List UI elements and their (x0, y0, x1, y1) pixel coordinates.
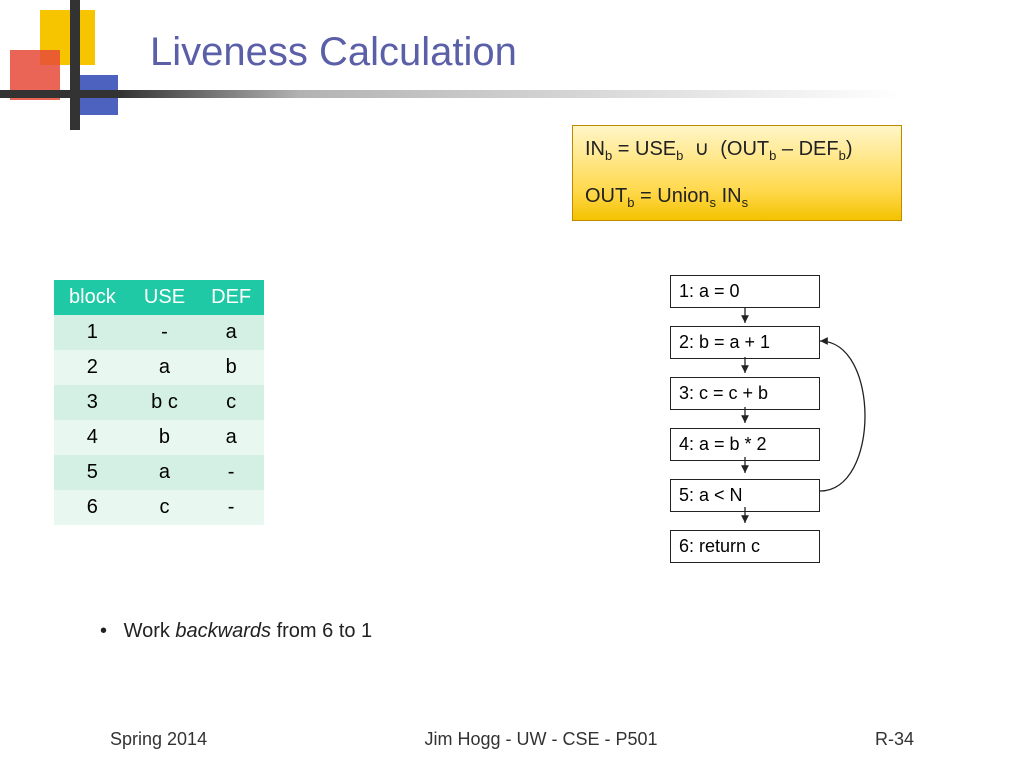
footer-left: Spring 2014 (110, 729, 207, 750)
logo-bar-horizontal (0, 90, 1024, 98)
col-def: DEF (198, 280, 264, 315)
table-row: 1-a (54, 315, 264, 350)
table-cell: b (131, 420, 199, 455)
flow-node: 1: a = 0 (670, 275, 820, 308)
table-cell: 1 (54, 315, 131, 350)
flow-node: 6: return c (670, 530, 820, 563)
formula-line-1: INb = USEb ∪ (OUTb – DEFb) (585, 136, 889, 163)
table-header-row: block USE DEF (54, 280, 264, 315)
table-cell: 5 (54, 455, 131, 490)
table-cell: c (131, 490, 199, 525)
table-row: 2ab (54, 350, 264, 385)
table-cell: 2 (54, 350, 131, 385)
flow-node: 5: a < N (670, 479, 820, 512)
flow-node: 3: c = c + b (670, 377, 820, 410)
table-cell: - (131, 315, 199, 350)
table-cell: 6 (54, 490, 131, 525)
table-cell: 3 (54, 385, 131, 420)
table-cell: a (131, 455, 199, 490)
table-cell: - (198, 455, 264, 490)
col-block: block (54, 280, 131, 315)
table-cell: - (198, 490, 264, 525)
formula-line-2: OUTb = Unions INs (585, 185, 889, 210)
table-cell: a (131, 350, 199, 385)
slide-title: Liveness Calculation (150, 30, 517, 75)
table-cell: b c (131, 385, 199, 420)
table-row: 4ba (54, 420, 264, 455)
flowchart: 1: a = 0 2: b = a + 1 3: c = c + b 4: a = b… (670, 275, 950, 581)
col-use: USE (131, 280, 199, 315)
footer-right: R-34 (875, 729, 914, 750)
table-row: 6c- (54, 490, 264, 525)
work-backwards-note: • Work backwards from 6 to 1 (100, 620, 372, 643)
table-cell: c (198, 385, 264, 420)
table-cell: b (198, 350, 264, 385)
note-text: Work backwards from 6 to 1 (124, 620, 373, 642)
table-row: 3b cc (54, 385, 264, 420)
slide-logo (0, 0, 120, 130)
logo-bar-vertical (70, 0, 80, 130)
use-def-table: block USE DEF 1-a2ab3b cc4ba5a-6c- (54, 280, 264, 525)
table-cell: a (198, 315, 264, 350)
formula-box: INb = USEb ∪ (OUTb – DEFb) OUTb = Unions… (572, 125, 902, 221)
flow-node: 2: b = a + 1 (670, 326, 820, 359)
table-cell: 4 (54, 420, 131, 455)
flow-node: 4: a = b * 2 (670, 428, 820, 461)
footer-center: Jim Hogg - UW - CSE - P501 (425, 729, 658, 750)
slide-footer: Spring 2014 Jim Hogg - UW - CSE - P501 R… (0, 729, 1024, 750)
table-row: 5a- (54, 455, 264, 490)
table-cell: a (198, 420, 264, 455)
